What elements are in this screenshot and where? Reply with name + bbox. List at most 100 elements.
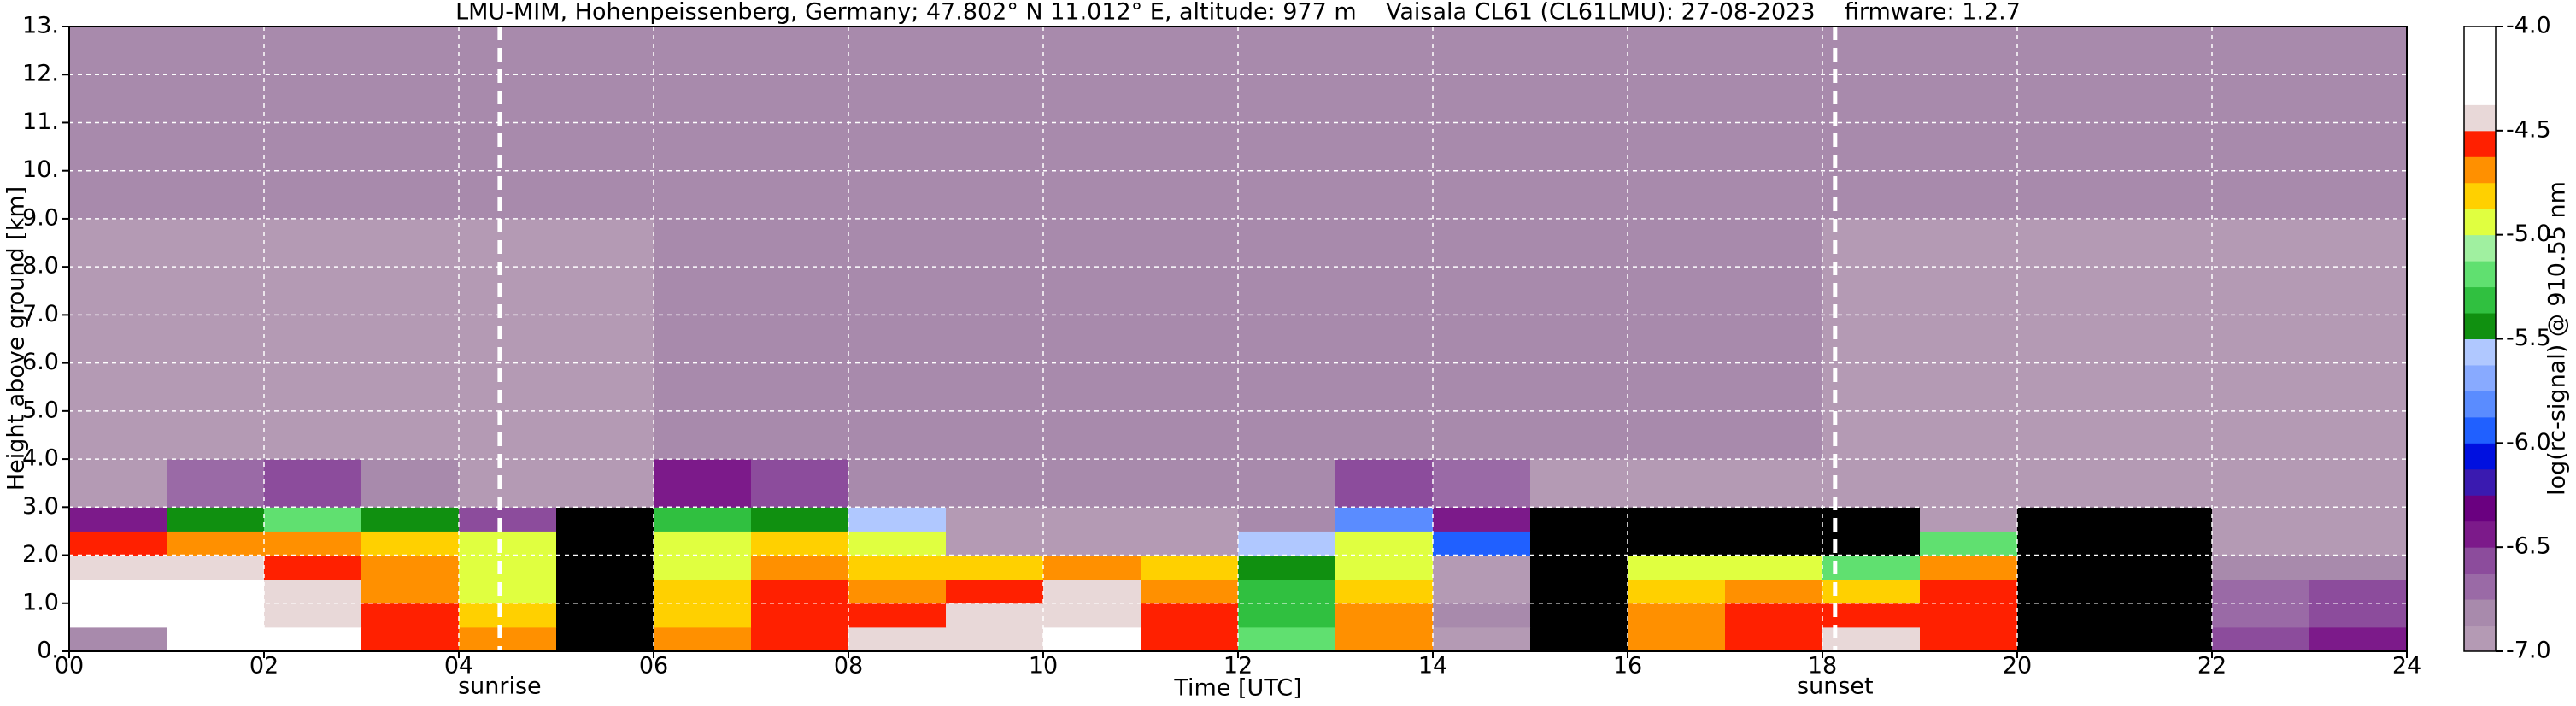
colorbar-band <box>2464 443 2496 470</box>
heatmap-cell <box>361 507 460 532</box>
heatmap-cell <box>1822 627 1921 652</box>
heatmap-cell <box>264 362 362 460</box>
heatmap-cell <box>556 531 654 556</box>
colorbar-band <box>2464 625 2496 652</box>
heatmap-cell <box>1141 218 1239 364</box>
heatmap-cell <box>264 459 362 508</box>
heatmap-cell <box>1433 555 1531 580</box>
heatmap-cell <box>1141 579 1239 604</box>
heatmap-cell <box>167 627 265 652</box>
heatmap-cell <box>361 459 460 508</box>
x-tick-label: 24 <box>2392 653 2421 680</box>
heatmap-cell <box>2212 459 2310 508</box>
colorbar-band <box>2464 182 2496 209</box>
x-tick-label: 00 <box>55 653 84 680</box>
heatmap-cell <box>751 579 849 604</box>
colorbar-band <box>2464 338 2496 366</box>
y-tick-label: 8.0 <box>22 253 59 279</box>
heatmap-cell <box>459 603 557 628</box>
heatmap-cell <box>946 579 1044 604</box>
heatmap-cell <box>1043 26 1141 220</box>
heatmap-cell <box>1043 603 1141 628</box>
heatmap-cell <box>848 26 947 220</box>
heatmap-cell <box>654 555 752 580</box>
heatmap-cell <box>556 26 654 220</box>
heatmap-cell <box>459 531 557 556</box>
heatmap-cell <box>1725 507 1823 532</box>
heatmap-cell <box>2309 579 2408 604</box>
heatmap-cell <box>1530 218 1628 364</box>
heatmap-cell <box>1725 603 1823 628</box>
heatmap-cell <box>2309 459 2408 508</box>
heatmap-cell <box>1043 218 1141 364</box>
heatmap-cell <box>751 555 849 580</box>
heatmap-cell <box>1725 555 1823 580</box>
heatmap-cell <box>167 218 265 364</box>
heatmap-cell <box>1822 579 1921 604</box>
heatmap-cell <box>1628 579 1726 604</box>
colorbar-band <box>2464 104 2496 132</box>
heatmap-cell <box>1433 603 1531 628</box>
heatmap-cell <box>1238 26 1336 220</box>
heatmap-cell <box>2212 218 2310 364</box>
heatmap-cell <box>946 459 1044 508</box>
heatmap-cell <box>946 555 1044 580</box>
heatmap-cell <box>848 579 947 604</box>
heatmap-cell <box>1043 459 1141 508</box>
y-tick-label: 13. <box>22 13 59 39</box>
heatmap-cell <box>1141 531 1239 556</box>
heatmap-cell <box>946 603 1044 628</box>
colorbar-band <box>2464 391 2496 418</box>
heatmap-cell <box>654 627 752 652</box>
heatmap-cell <box>848 218 947 364</box>
heatmap-cell <box>1433 459 1531 508</box>
heatmap-cell <box>1822 459 1921 508</box>
colorbar-band <box>2464 313 2496 339</box>
heatmap-cell <box>1822 218 1921 364</box>
heatmap-cell <box>751 362 849 460</box>
heatmap-cell <box>556 627 654 652</box>
heatmap-cell <box>1043 555 1141 580</box>
heatmap-cell <box>2017 531 2115 556</box>
heatmap-cell <box>1043 531 1141 556</box>
heatmap-cell <box>459 555 557 580</box>
heatmap-cell <box>1335 627 1434 652</box>
colorbar-band <box>2464 468 2496 496</box>
heatmap-cell <box>556 459 654 508</box>
colorbar-band <box>2464 156 2496 184</box>
heatmap-cell <box>361 218 460 364</box>
y-tick-label: 4.0 <box>22 445 59 472</box>
colorbar-band <box>2464 573 2496 600</box>
heatmap-cell <box>264 218 362 364</box>
heatmap-cell <box>1530 26 1628 220</box>
heatmap-cell <box>1530 555 1628 580</box>
heatmap-cell <box>1920 459 2018 508</box>
heatmap-cell <box>2017 579 2115 604</box>
colorbar-tick-label: -4.5 <box>2506 116 2551 143</box>
heatmap-cell <box>556 507 654 532</box>
heatmap-cell <box>1920 218 2018 364</box>
heatmap-cell <box>1043 627 1141 652</box>
colorbar-band <box>2464 495 2496 522</box>
colorbar-label: log(rc-signal) @ 910.55 nm <box>2544 181 2571 496</box>
heatmap-cell <box>1043 362 1141 460</box>
heatmap-cell <box>1335 603 1434 628</box>
heatmap-cell <box>2212 579 2310 604</box>
heatmap-cell <box>2212 603 2310 628</box>
heatmap-cell <box>167 603 265 628</box>
heatmap-cell <box>1822 507 1921 532</box>
heatmap-cell <box>264 579 362 604</box>
heatmap-cell <box>946 507 1044 532</box>
heatmap-cell <box>556 555 654 580</box>
heatmap-cell <box>264 507 362 532</box>
heatmap-cell <box>1141 627 1239 652</box>
heatmap-cell <box>459 579 557 604</box>
heatmap-cell <box>69 26 167 220</box>
heatmap-cell <box>848 603 947 628</box>
heatmap-cell <box>751 26 849 220</box>
colorbar-tick-label: -7.0 <box>2506 638 2551 664</box>
colorbar-band <box>2464 416 2496 444</box>
heatmap-cell <box>1335 218 1434 364</box>
heatmap-cell <box>1530 459 1628 508</box>
heatmap-cell <box>1141 603 1239 628</box>
